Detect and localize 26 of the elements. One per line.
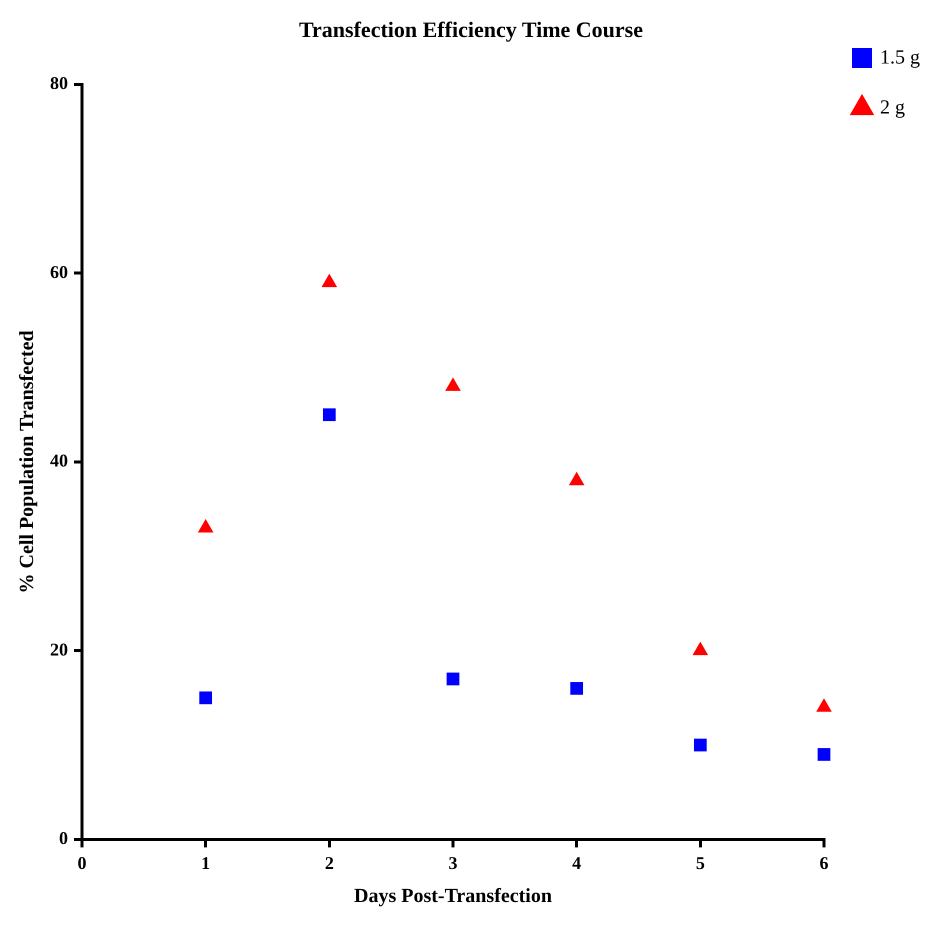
x-tick-label: 4 (572, 852, 582, 873)
legend-label: 1.5 g (880, 46, 920, 68)
y-tick-label: 40 (50, 450, 68, 471)
point (199, 691, 212, 704)
point (446, 672, 460, 686)
point (818, 748, 830, 761)
point (445, 377, 461, 391)
y-tick-label: 20 (50, 639, 68, 660)
x-tick-label: 3 (448, 852, 458, 873)
point (694, 738, 707, 752)
legend-label: 2 g (880, 96, 905, 118)
y-tick-label: 60 (50, 262, 68, 282)
x-tick-label: 5 (696, 852, 705, 873)
point (570, 682, 584, 695)
x-axis-title: Days Post-Transfection (354, 885, 552, 908)
y-axis-title: % Cell Population Transfected (16, 330, 38, 594)
point (568, 472, 584, 486)
chart-title: Transfection Efficiency Time Course (298, 16, 644, 42)
point (322, 274, 338, 288)
x-tick-label: 0 (78, 852, 86, 873)
x-tick-label: 1 (201, 852, 210, 873)
x-tick-label: 6 (820, 852, 828, 873)
y-tick-label: 80 (50, 73, 68, 94)
x-tick-label: 2 (324, 852, 334, 873)
y-tick-label: 0 (59, 828, 68, 848)
point (198, 518, 214, 532)
